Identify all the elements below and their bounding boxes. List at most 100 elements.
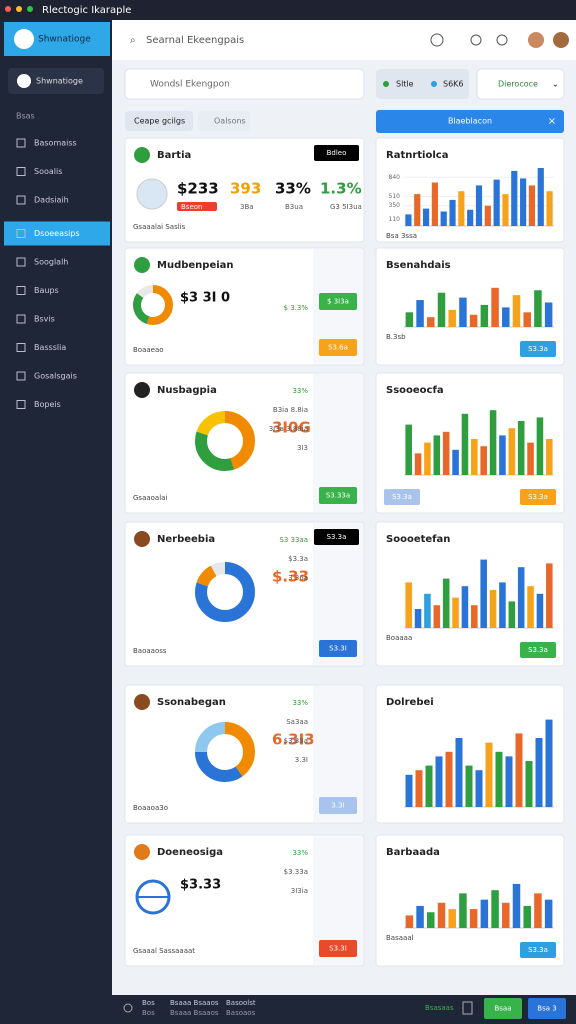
donut-segment (195, 411, 255, 471)
chip[interactable]: Sltle (396, 80, 414, 89)
footer-text: Bos (142, 1009, 155, 1017)
button[interactable] (384, 489, 420, 505)
header-icon[interactable] (430, 33, 444, 47)
dropdown-label[interactable]: Dierococe (498, 80, 538, 89)
sidebar-account[interactable] (8, 68, 104, 94)
button[interactable] (528, 998, 566, 1019)
bar (523, 905, 531, 928)
bar (405, 312, 414, 327)
search-box[interactable] (124, 68, 365, 100)
sidebar-icon (16, 257, 26, 267)
chip (177, 202, 217, 211)
min-dot[interactable] (16, 6, 22, 12)
sidebar-item[interactable]: Dsoeeasips (34, 229, 80, 238)
button[interactable] (319, 487, 357, 504)
sidebar-item[interactable]: Bopeis (34, 400, 61, 409)
button-label[interactable]: S3.3a (528, 345, 548, 353)
button[interactable] (520, 341, 556, 357)
dropdown-caret: ⌄ (552, 80, 559, 89)
button-label[interactable]: S3.3a (528, 493, 548, 501)
button[interactable] (319, 293, 357, 310)
button[interactable] (484, 998, 522, 1019)
button[interactable] (520, 489, 556, 505)
sidebar-item[interactable]: Baups (34, 286, 59, 295)
button[interactable] (319, 797, 357, 814)
bar (414, 194, 421, 226)
avatar-small (17, 74, 31, 88)
sidebar-icon (16, 400, 26, 409)
button[interactable] (319, 940, 357, 957)
bar (448, 909, 456, 928)
close-dot[interactable] (5, 6, 11, 12)
tab[interactable] (198, 111, 250, 131)
button-label[interactable]: S3.3a (528, 946, 548, 954)
bar (480, 899, 489, 928)
button-label[interactable]: 3.3I (331, 802, 344, 810)
toolbar-search[interactable]: Wondsl Ekengpon (150, 80, 230, 90)
bar (517, 421, 525, 475)
footer-icon[interactable] (123, 1003, 133, 1013)
side-text: $3.33a (284, 868, 308, 876)
button[interactable] (319, 339, 357, 356)
card-footer: Boaaoa3o (133, 804, 168, 812)
footer-status: Bsasaas (425, 1004, 454, 1012)
chip[interactable]: S6K6 (443, 80, 464, 89)
button-label[interactable]: S3.3a (327, 533, 347, 541)
side-text: 33% (292, 387, 308, 395)
button[interactable] (520, 942, 556, 958)
header-icon[interactable] (496, 34, 508, 46)
chart-legend: Boaaaa (386, 634, 412, 642)
button-label[interactable]: S3.6a (328, 344, 348, 352)
bar (537, 168, 544, 226)
button[interactable] (314, 145, 359, 161)
bar (527, 586, 534, 628)
sidebar-icon (16, 229, 26, 238)
header-avatar[interactable] (553, 32, 569, 48)
button-label[interactable]: Bsa 3 (537, 1005, 556, 1013)
bar (502, 902, 510, 928)
button[interactable] (314, 529, 359, 545)
button-label[interactable]: S3.3I (329, 645, 347, 653)
tab[interactable] (125, 111, 193, 131)
stat-sub: 3Ba (240, 203, 254, 211)
header-search[interactable]: Searnal Ekeengpais (146, 35, 244, 46)
bar (512, 295, 521, 327)
bar (452, 597, 459, 628)
main-value: 3I0G (272, 419, 311, 437)
footer-left (0, 995, 112, 1024)
donut-segment (195, 722, 255, 782)
button-label[interactable]: Bsaa (494, 1005, 511, 1013)
banner-close[interactable]: × (548, 116, 556, 127)
bar (491, 890, 499, 928)
button-label[interactable]: $ 3I3a (327, 298, 349, 306)
button-label[interactable]: S3.3I (329, 945, 347, 953)
tab-label[interactable]: Ceape gcilgs (134, 117, 185, 126)
bar (469, 909, 478, 928)
sidebar-item[interactable]: Bsvis (34, 315, 55, 324)
sidebar-item[interactable]: Basomaiss (34, 139, 77, 148)
sidebar-item[interactable]: Bassslia (34, 343, 66, 352)
max-dot[interactable] (27, 6, 33, 12)
button-label[interactable]: Bdleo (327, 149, 347, 157)
tab-label[interactable]: Oalsons (214, 117, 246, 126)
button[interactable] (520, 642, 556, 658)
button[interactable] (319, 640, 357, 657)
header-avatar[interactable] (528, 32, 544, 48)
sidebar-item[interactable]: Dadsiaih (34, 196, 69, 205)
chart-legend: B.3sb (386, 333, 406, 341)
sidebar-item[interactable]: Sooalis (34, 167, 62, 176)
button-label[interactable]: S3.33a (326, 492, 350, 500)
bar (523, 312, 531, 327)
sidebar-item[interactable]: Gosalsgais (34, 372, 77, 381)
chart-legend: Basaaal (386, 934, 414, 942)
button-label[interactable]: S3.3a (528, 646, 548, 654)
sidebar-item[interactable]: Sooglalh (34, 258, 68, 267)
bar (405, 214, 412, 226)
y-tick-label: 510 (389, 193, 401, 200)
bar (440, 211, 447, 226)
dropdown[interactable] (476, 68, 565, 100)
header-icon[interactable] (470, 34, 482, 46)
side-text: $ 3.3% (284, 304, 309, 312)
card-title: Nusbagpia (157, 385, 217, 396)
button-label[interactable]: S3.3a (392, 493, 412, 501)
